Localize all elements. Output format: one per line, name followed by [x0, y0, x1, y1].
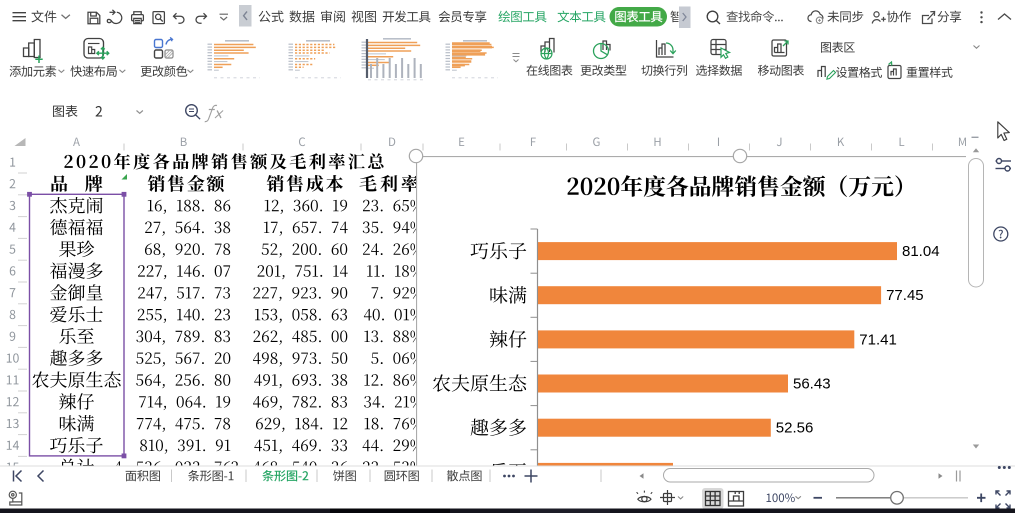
svg-text:81.04: 81.04	[902, 243, 940, 260]
svg-text:56.43: 56.43	[793, 375, 831, 392]
svg-text:52.56: 52.56	[775, 419, 813, 436]
svg-text:71.41: 71.41	[859, 331, 897, 348]
svg-text:77.45: 77.45	[886, 287, 924, 304]
svg-text:30.48: 30.48	[678, 463, 716, 466]
